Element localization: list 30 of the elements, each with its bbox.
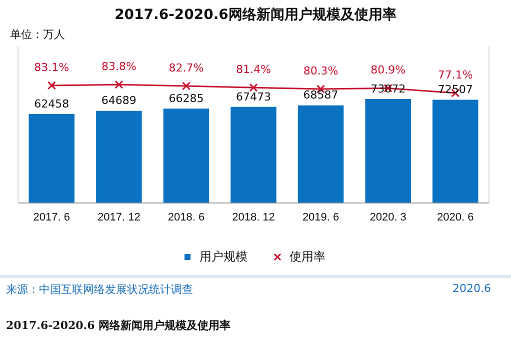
- chart-title: 2017.6-2020.6网络新闻用户规模及使用率: [114, 6, 398, 24]
- x-tick-label: 2017. 6: [33, 211, 70, 224]
- data-label: 80.9%: [370, 64, 406, 77]
- source-note: 来源：中国互联网络发展状况统计调查: [6, 282, 193, 297]
- x-tick-label: 2020. 6: [437, 211, 474, 224]
- x-tick-label: 2020. 3: [370, 211, 406, 224]
- data-label: 82.7%: [168, 61, 204, 74]
- data-label: 81.4%: [236, 62, 271, 76]
- data-label: 62458: [34, 97, 70, 110]
- x-tick-label: 2018. 12: [232, 211, 275, 224]
- text: 单位：万人: [10, 27, 65, 42]
- x-tick-label: 2019. 6: [302, 211, 340, 224]
- x-tick-label: 2017. 12: [98, 211, 140, 224]
- point: [47, 81, 56, 90]
- data-label: 80.3%: [303, 64, 338, 78]
- data-label: 64689: [101, 94, 136, 108]
- legend-label: 使用率: [290, 249, 326, 264]
- text: 2017.6-2020.6 网络新闻用户规模及使用率: [6, 318, 231, 333]
- text: 2020.6: [452, 282, 491, 295]
- data-label: 66285: [168, 92, 204, 105]
- data-label: 83.1%: [34, 60, 70, 74]
- data-label: 67473: [236, 90, 271, 104]
- point: [249, 83, 258, 92]
- point: [182, 82, 190, 90]
- point: [114, 80, 124, 89]
- legend-label: 用户规模: [200, 249, 248, 264]
- data-label: 68587: [303, 88, 338, 102]
- data-label: 83.8%: [101, 60, 136, 73]
- data-label: 77.1%: [438, 68, 473, 82]
- x-tick-label: 2018. 6: [168, 211, 205, 224]
